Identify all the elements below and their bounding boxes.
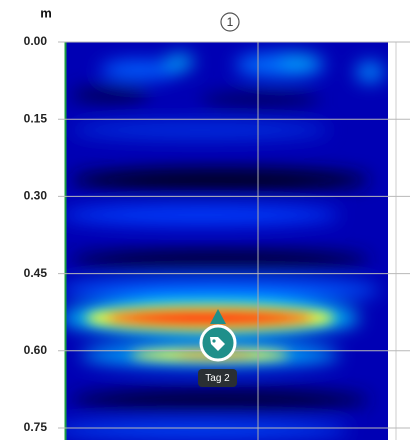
- y-tick-label: 0.45: [24, 266, 48, 280]
- tag-label: Tag 2: [205, 373, 230, 384]
- unit-label: m: [40, 5, 52, 20]
- y-tick-label: 0.30: [24, 189, 48, 203]
- y-tick-label: 0.00: [24, 34, 48, 48]
- marker-badge[interactable]: [220, 12, 240, 32]
- tag-label-bg: [198, 369, 237, 387]
- y-tick-label: 0.75: [24, 420, 48, 434]
- y-tick-label: 0.60: [24, 343, 48, 357]
- marker-label: 1: [227, 15, 234, 29]
- y-tick-label: 0.15: [24, 111, 48, 125]
- tag-pointer: [210, 309, 226, 324]
- heatmap: [65, 42, 388, 440]
